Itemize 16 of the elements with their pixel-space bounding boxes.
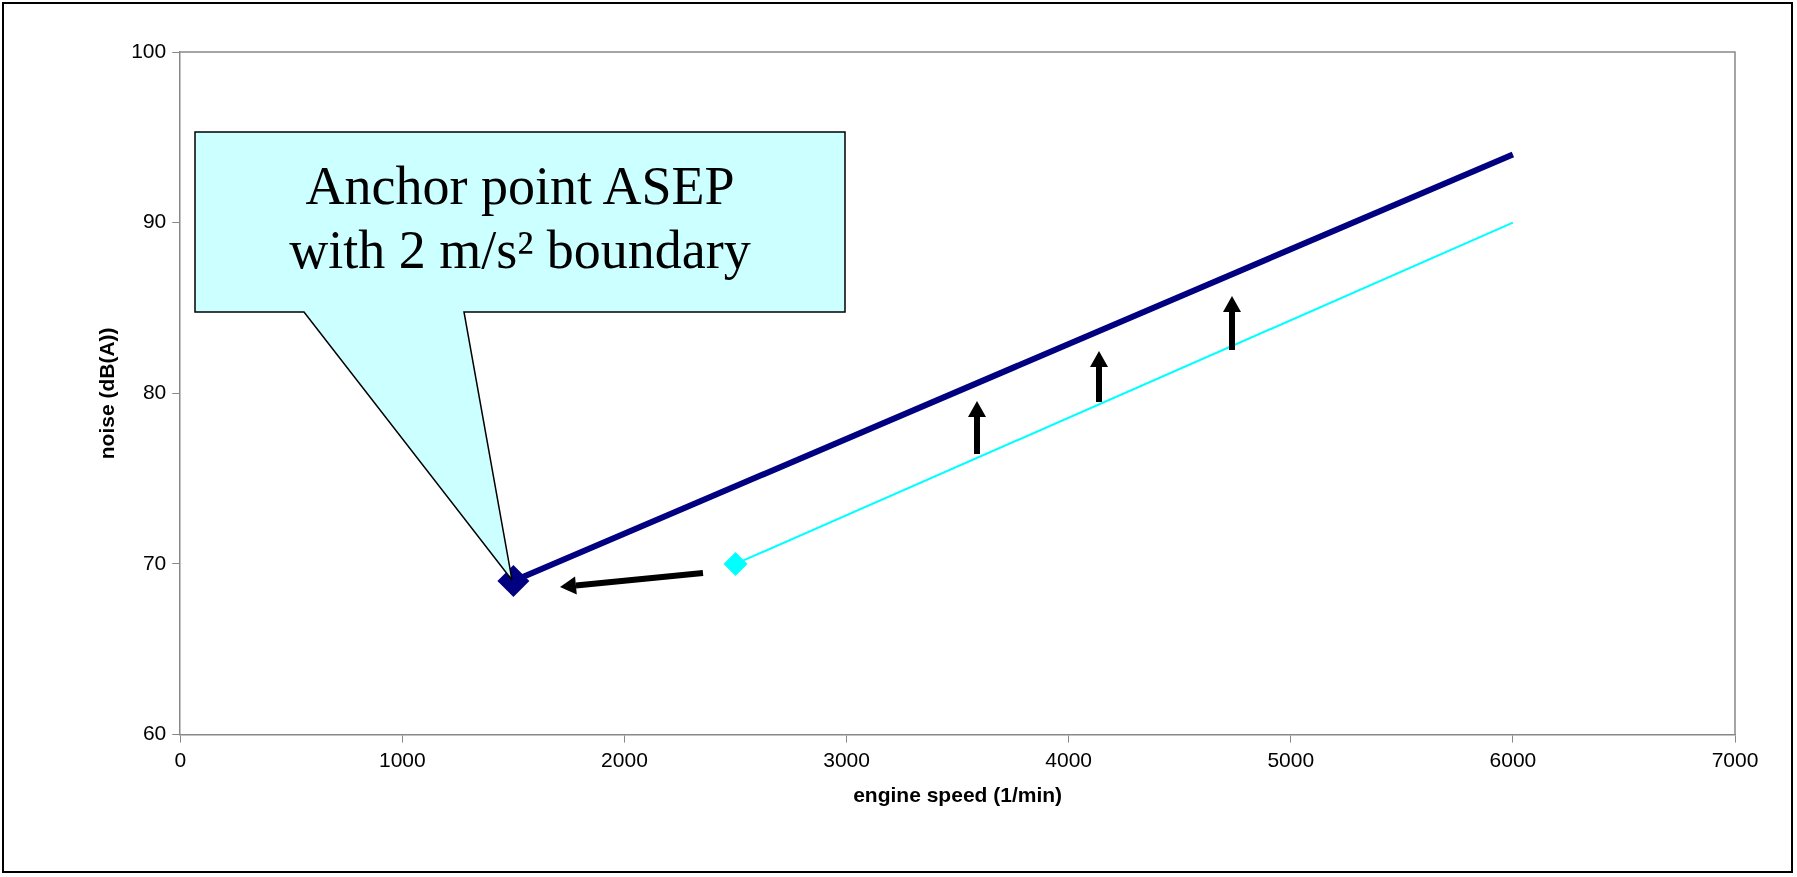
annotation: Anchor point ASEP with 2 m/s² boundary [288, 155, 752, 282]
y-tick-label: 70 [142, 550, 167, 574]
y-tick-label: 90 [142, 209, 167, 233]
x-axis-title: engine speed (1/min) [853, 783, 1063, 807]
x-tick-label: 6000 [1489, 748, 1537, 771]
x-tick-label: 2000 [601, 748, 648, 771]
y-axis-title: noise (dB(A)) [95, 327, 119, 460]
y-tick-label: 60 [142, 721, 167, 745]
x-tick-label: 0 [174, 748, 187, 771]
y-tick-label: 80 [142, 380, 167, 404]
x-tick-label: 1000 [378, 748, 426, 771]
y-tick-label: 100 [131, 38, 167, 62]
x-tick-label: 7000 [1711, 748, 1759, 771]
x-tick-label: 4000 [1045, 748, 1093, 771]
x-tick-label: 3000 [823, 748, 870, 771]
x-tick-label: 5000 [1267, 748, 1315, 771]
